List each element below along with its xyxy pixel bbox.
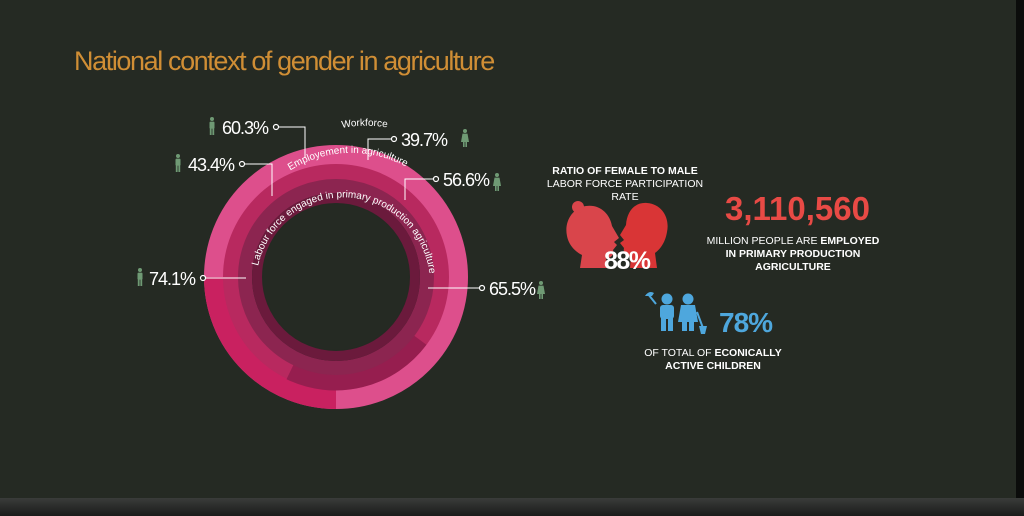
window-edge-bottom	[0, 498, 1024, 516]
children-line1-bold: ECONICALLY	[714, 347, 782, 359]
ring-inner	[238, 179, 434, 375]
donut-chart: Workforce Employement in agriculture Lab…	[137, 117, 707, 409]
leader-line	[242, 163, 273, 196]
male-head-icon	[620, 202, 668, 268]
leader-dot	[238, 160, 246, 168]
ring-core	[252, 193, 420, 361]
ratio-line3: RATE	[611, 191, 639, 203]
female-person-icon	[537, 281, 545, 299]
children-line2: ACTIVE CHILDREN	[665, 360, 761, 372]
value-label-labour-male: 74.1%	[149, 269, 196, 289]
ring-label-workforce: Workforce	[341, 118, 389, 131]
employed-line1-bold: EMPLOYED	[820, 235, 880, 247]
leader-line	[367, 138, 394, 160]
value-label-workforce-female: 39.7%	[401, 130, 448, 150]
leader-line	[404, 178, 436, 200]
value-label-employment-female: 56.6%	[443, 170, 490, 190]
ratio-title: RATIO OF FEMALE TO MALE	[552, 165, 698, 177]
ring-outer-female-segment	[204, 276, 337, 409]
ratio-line2: LABOR FORCE PARTICIPATION	[546, 178, 704, 190]
children-value: 78%	[719, 307, 773, 338]
leader-line	[276, 126, 306, 158]
value-label-workforce-male: 60.3%	[222, 118, 269, 138]
leader-dot	[390, 135, 398, 143]
male-person-icon	[175, 154, 181, 172]
male-person-icon	[209, 117, 215, 135]
page-title: National context of gender in agricultur…	[74, 46, 495, 76]
female-head-icon	[566, 201, 619, 268]
children-icon	[645, 292, 707, 334]
female-person-icon	[493, 173, 501, 191]
children-line1-normal: OF TOTAL OF	[644, 347, 715, 359]
ring-middle-dark-segment	[286, 335, 427, 391]
employed-value: 3,110,560	[725, 190, 870, 227]
employed-caption: MILLION PEOPLE ARE EMPLOYED IN PRIMARY P…	[704, 235, 882, 274]
ratio-value: 88%	[604, 247, 651, 275]
ratio-caption: RATIO OF FEMALE TO MALE LABOR FORCE PART…	[540, 165, 710, 204]
value-label-labour-female: 65.5%	[489, 279, 536, 299]
leader-dot	[478, 284, 486, 292]
value-label-employment-male: 43.4%	[188, 155, 235, 175]
employed-line2: IN PRIMARY PRODUCTION	[725, 248, 861, 260]
employed-line3: AGRICULTURE	[755, 261, 831, 273]
female-person-icon	[461, 129, 469, 147]
slide: National context of gender in agricultur…	[0, 0, 1016, 498]
leader-dot	[199, 274, 207, 282]
donut-hole	[263, 204, 409, 350]
leader-dot	[272, 123, 280, 131]
children-caption: OF TOTAL OF ECONICALLY ACTIVE CHILDREN	[630, 347, 796, 373]
employed-line1-normal: MILLION PEOPLE ARE	[706, 235, 821, 247]
window-edge-right	[1016, 0, 1024, 516]
leader-dot	[432, 175, 440, 183]
male-person-icon	[137, 268, 143, 286]
